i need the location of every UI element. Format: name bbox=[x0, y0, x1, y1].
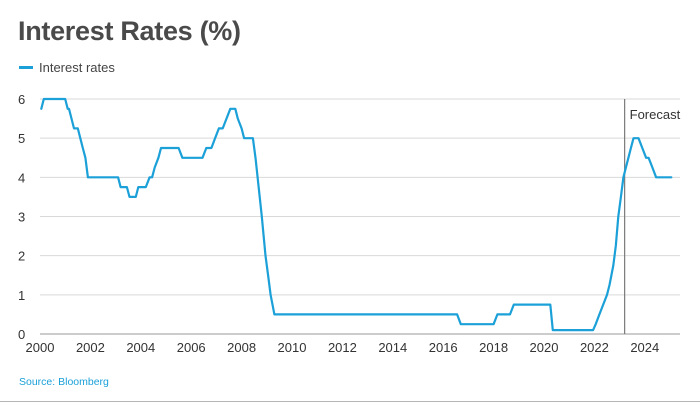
y-tick-label: 4 bbox=[18, 170, 25, 185]
series-layer bbox=[40, 97, 673, 332]
y-tick-label: 6 bbox=[18, 92, 25, 107]
x-tick-label: 2014 bbox=[378, 340, 407, 355]
legend: Interest rates bbox=[19, 60, 115, 75]
y-axis-labels: 0 1 2 3 4 5 6 bbox=[18, 92, 25, 342]
x-tick-label: 2016 bbox=[429, 340, 458, 355]
x-tick-label: 2020 bbox=[530, 340, 559, 355]
y-tick-label: 0 bbox=[18, 327, 25, 342]
grid-lines bbox=[40, 98, 680, 335]
legend-label: Interest rates bbox=[39, 60, 115, 75]
footer-divider bbox=[0, 401, 700, 402]
legend-swatch bbox=[19, 66, 33, 69]
chart-title: Interest Rates (%) bbox=[18, 16, 241, 46]
series-line-0 bbox=[40, 97, 673, 332]
x-axis-labels: 2000 2002 2004 2006 2008 2010 2012 2014 2016 2018… bbox=[26, 340, 660, 355]
x-tick-label: 2000 bbox=[26, 340, 55, 355]
x-tick-label: 2022 bbox=[580, 340, 609, 355]
x-tick-label: 2012 bbox=[328, 340, 357, 355]
x-tick-label: 2008 bbox=[227, 340, 256, 355]
x-tick-label: 2002 bbox=[76, 340, 105, 355]
source-note: Source: Bloomberg bbox=[19, 376, 109, 388]
y-tick-label: 3 bbox=[18, 210, 25, 225]
x-tick-label: 2004 bbox=[126, 340, 155, 355]
y-tick-label: 5 bbox=[18, 131, 25, 146]
y-tick-label: 1 bbox=[18, 288, 25, 303]
forecast-label: Forecast bbox=[630, 107, 681, 122]
x-tick-label: 2018 bbox=[479, 340, 508, 355]
y-tick-label: 2 bbox=[18, 249, 25, 264]
x-tick-label: 2010 bbox=[278, 340, 307, 355]
x-tick-label: 2006 bbox=[177, 340, 206, 355]
x-tick-label: 2024 bbox=[630, 340, 659, 355]
forecast-marker: Forecast bbox=[624, 99, 681, 334]
